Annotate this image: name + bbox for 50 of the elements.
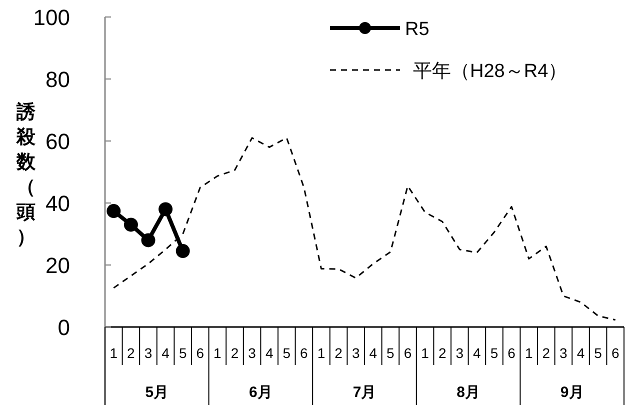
- x-tick-label: 6: [404, 345, 412, 361]
- x-tick-label: 3: [248, 345, 256, 361]
- x-tick-label: 1: [317, 345, 326, 361]
- x-tick-label: 4: [369, 345, 378, 361]
- y-tick-label: 100: [33, 5, 70, 30]
- x-tick-label: 6: [611, 345, 620, 361]
- text: 7月: [352, 384, 376, 401]
- x-tick-label: 3: [456, 345, 464, 361]
- y-tick-label: 40: [46, 191, 70, 216]
- x-tick-label: 5: [594, 345, 602, 361]
- text: 5月: [145, 384, 169, 401]
- x-tick-label: 2: [438, 345, 446, 361]
- x-tick-label: 6: [300, 345, 308, 361]
- y-tick-label: 0: [58, 315, 70, 340]
- x-tick-label: 1: [524, 345, 533, 361]
- x-tick-label: 2: [542, 345, 550, 361]
- x-tick-label: 6: [508, 345, 516, 361]
- y-tick-label: 20: [46, 253, 70, 278]
- text: 6月: [249, 384, 272, 401]
- point: [124, 218, 138, 232]
- x-tick-label: 6: [196, 345, 204, 361]
- legend-label: R5: [405, 19, 430, 40]
- x-tick-label: 1: [110, 345, 118, 361]
- x-tick-label: 3: [560, 345, 568, 361]
- line-series: [112, 137, 616, 321]
- x-tick-label: 5: [178, 345, 187, 361]
- text: 8月: [456, 384, 480, 401]
- x-tick-label: 4: [473, 345, 482, 361]
- x-tick-label: 1: [214, 345, 222, 361]
- x-tick-label: 2: [334, 345, 343, 361]
- x-tick-label: 4: [576, 345, 585, 361]
- point: [158, 202, 173, 216]
- x-tick-label: 3: [352, 345, 360, 361]
- x-tick-label: 4: [162, 345, 170, 361]
- x-tick-label: 5: [386, 345, 395, 361]
- point: [106, 204, 121, 218]
- x-tick-label: 4: [265, 345, 274, 361]
- point: [141, 233, 156, 248]
- point: [176, 244, 190, 258]
- x-tick-label: 2: [127, 345, 136, 361]
- legend-label: 平年（H28～R4）: [413, 61, 568, 82]
- x-tick-label: 5: [282, 345, 291, 361]
- y-tick-label: 60: [46, 129, 70, 154]
- text: 9月: [560, 384, 584, 401]
- x-tick-label: 5: [490, 345, 498, 361]
- x-tick-label: 2: [230, 345, 239, 361]
- y-tick-label: 80: [46, 67, 70, 92]
- y-axis-title: 誘殺数（頭）: [16, 101, 36, 248]
- x-tick-label: 3: [144, 345, 152, 361]
- x-tick-label: 1: [421, 345, 430, 361]
